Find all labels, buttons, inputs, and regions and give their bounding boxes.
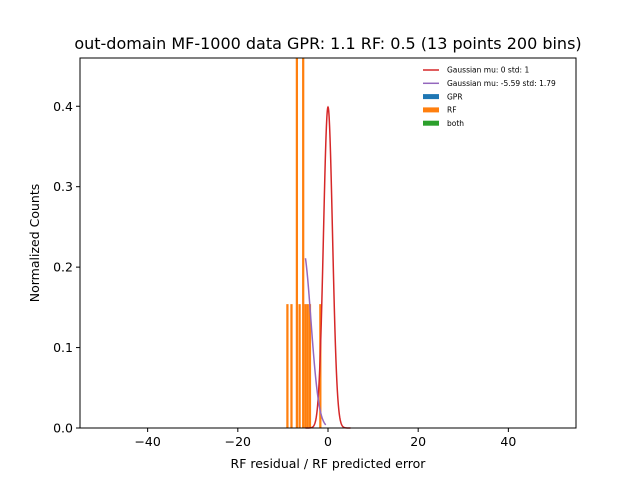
gaussian-curve-1 [304, 258, 327, 426]
legend-label: RF [447, 106, 457, 115]
rf-histogram-bar-4 [302, 58, 305, 428]
chart-title: out-domain MF-1000 data GPR: 1.1 RF: 0.5… [74, 34, 581, 53]
legend: Gaussian mu: 0 std: 1 Gaussian mu: -5.59 … [423, 66, 556, 128]
y-tick-label: 0.4 [53, 99, 73, 114]
x-tick-label: 0 [324, 434, 332, 449]
x-axis-label: RF residual / RF predicted error [231, 456, 427, 471]
rf-histogram-bar-1 [290, 304, 293, 428]
legend-label: Gaussian mu: 0 std: 1 [447, 66, 529, 75]
y-tick-label: 0.3 [53, 179, 73, 194]
x-axis: −40 −20 0 20 40 [134, 428, 516, 449]
y-axis-label: Normalized Counts [27, 184, 42, 303]
x-tick-label: −20 [225, 434, 251, 449]
y-tick-label: 0.1 [53, 340, 73, 355]
rf-histogram-bar-5 [304, 304, 307, 428]
y-axis: 0.0 0.1 0.2 0.3 0.4 [53, 99, 80, 436]
legend-label: both [447, 119, 464, 128]
rf-histogram-bar-2 [295, 58, 299, 428]
rf-histogram-bar-0 [286, 304, 289, 428]
x-tick-label: −40 [134, 434, 160, 449]
y-tick-label: 0.2 [53, 260, 73, 275]
rf-histogram-bar-3 [298, 304, 301, 428]
x-tick-label: 20 [410, 434, 426, 449]
legend-swatch-patch [423, 94, 439, 100]
x-tick-label: 40 [500, 434, 516, 449]
gaussian-curve-0 [305, 105, 351, 429]
legend-label: GPR [447, 92, 463, 101]
legend-swatch-patch [423, 107, 439, 113]
curves-layer [304, 105, 351, 429]
y-tick-label: 0.0 [53, 421, 73, 436]
rf-histogram-bar-6 [306, 304, 309, 428]
legend-swatch-patch [423, 120, 439, 126]
legend-label: Gaussian mu: -5.59 std: 1.79 [447, 79, 556, 88]
rf-histogram-bar-7 [308, 304, 312, 428]
